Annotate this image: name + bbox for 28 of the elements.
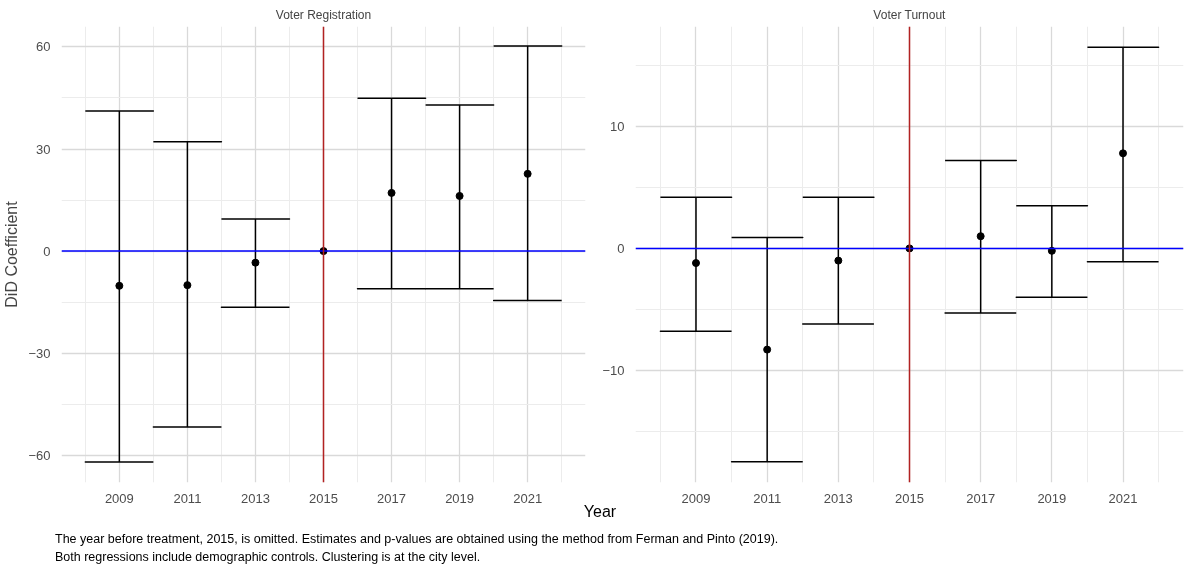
y-tick-label: −30 <box>28 345 51 361</box>
x-tick-label: 2009 <box>681 490 711 506</box>
y-tick-label: 30 <box>36 141 51 157</box>
x-tick-label: 2019 <box>445 490 475 506</box>
y-axis-title: DiD Coefficient <box>3 200 21 308</box>
x-tick-label: 2017 <box>966 490 996 506</box>
x-tick-label: 2015 <box>895 490 924 506</box>
x-tick-label: 2015 <box>309 490 338 506</box>
x-tick-label: 2013 <box>240 490 270 506</box>
y-tick-label: −60 <box>28 447 51 463</box>
y-tick-label: −10 <box>602 362 625 378</box>
chart-title: Voter Turnout <box>873 7 947 22</box>
x-tick-label: 2021 <box>513 490 543 506</box>
y-tick-label: 10 <box>610 118 625 134</box>
x-axis-title: Year <box>583 502 617 522</box>
x-tick-label: 2021 <box>1108 490 1138 506</box>
y-tick-label: 60 <box>36 39 51 55</box>
text: The year before treatment, 2015, is omitted. Estimates and p-values are obtained using the method from Ferman and Pinto (2019). <box>55 532 779 546</box>
x-tick-label: 2019 <box>1037 490 1067 506</box>
y-tick-label: 0 <box>43 243 51 259</box>
y-tick-label: 0 <box>617 240 625 256</box>
x-tick-label: 2017 <box>377 490 407 506</box>
x-tick-label: 2009 <box>104 490 134 506</box>
chart-title: Voter Registration <box>275 7 372 22</box>
text: Both regressions include demographic controls. Clustering is at the city level. <box>55 549 481 564</box>
x-tick-label: 2011 <box>173 490 202 506</box>
x-tick-label: 2011 <box>753 490 782 506</box>
x-tick-label: 2013 <box>823 490 853 506</box>
